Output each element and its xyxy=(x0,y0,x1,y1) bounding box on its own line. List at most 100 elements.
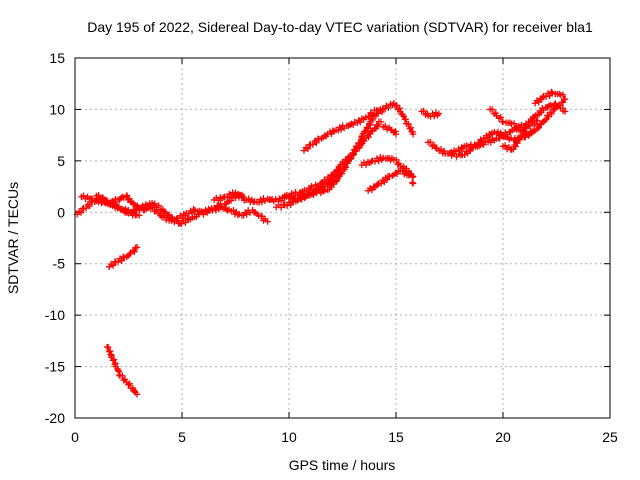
data-point xyxy=(420,107,427,115)
data-point xyxy=(402,115,409,123)
data-point xyxy=(304,145,312,152)
series-arc-m xyxy=(448,128,537,160)
data-point xyxy=(377,118,385,125)
data-point xyxy=(513,123,521,130)
data-point xyxy=(385,104,392,111)
data-point xyxy=(512,143,519,150)
y-tick-label: 5 xyxy=(57,153,65,169)
data-point xyxy=(405,172,413,179)
series-arc-k xyxy=(418,107,442,120)
series-arc-j xyxy=(379,122,400,138)
data-point xyxy=(95,191,102,199)
data-point xyxy=(487,139,494,146)
data-point xyxy=(542,93,550,100)
data-point xyxy=(335,127,342,134)
data-point xyxy=(393,102,400,109)
data-point xyxy=(140,204,148,212)
data-point xyxy=(523,121,531,129)
data-point xyxy=(239,193,247,200)
y-tick-label: -5 xyxy=(53,256,66,272)
data-point xyxy=(382,122,389,130)
data-point xyxy=(409,173,416,181)
data-point xyxy=(182,219,189,226)
data-point xyxy=(240,212,247,219)
x-tick-label: 15 xyxy=(388,429,404,445)
data-point xyxy=(549,89,556,97)
series-arc-i xyxy=(364,167,413,194)
data-point xyxy=(283,191,291,199)
data-point xyxy=(258,198,266,206)
data-point xyxy=(522,125,529,132)
data-point xyxy=(77,209,85,216)
data-point xyxy=(535,98,542,106)
series-arc-d xyxy=(210,118,385,206)
series-arc-p xyxy=(499,100,569,153)
data-point xyxy=(191,207,199,214)
data-point xyxy=(407,124,415,131)
data-point xyxy=(375,157,382,165)
x-tick-label: 5 xyxy=(178,429,186,445)
data-point xyxy=(357,137,365,144)
data-point xyxy=(365,113,373,120)
data-point xyxy=(437,145,445,153)
data-point xyxy=(363,124,370,131)
data-point xyxy=(127,208,135,216)
data-point xyxy=(326,179,333,187)
data-point xyxy=(136,212,143,219)
data-point xyxy=(165,211,173,218)
data-point xyxy=(456,147,464,155)
data-point xyxy=(561,95,569,103)
data-point xyxy=(224,194,231,201)
data-point xyxy=(125,195,133,202)
data-point xyxy=(354,144,361,151)
data-point xyxy=(548,88,555,96)
data-point xyxy=(544,112,551,119)
data-point xyxy=(432,144,440,152)
data-point xyxy=(409,180,417,187)
data-point xyxy=(561,108,569,115)
data-point xyxy=(264,218,271,225)
data-point xyxy=(357,118,364,126)
data-point xyxy=(200,211,207,218)
data-point xyxy=(169,214,176,222)
data-point xyxy=(435,110,442,117)
data-point xyxy=(501,142,509,149)
data-point xyxy=(277,197,285,204)
data-point xyxy=(514,140,521,147)
data-point xyxy=(535,124,543,131)
data-point xyxy=(371,125,378,133)
data-point xyxy=(151,200,158,207)
data-point xyxy=(102,196,110,204)
data-point xyxy=(283,202,291,209)
data-point xyxy=(374,122,382,130)
data-point xyxy=(545,113,552,121)
y-tick-label: -10 xyxy=(45,307,65,323)
data-point xyxy=(114,258,122,266)
data-point xyxy=(431,112,438,120)
data-point xyxy=(131,248,138,255)
data-point xyxy=(258,212,266,220)
data-point xyxy=(104,344,112,351)
data-point xyxy=(212,206,220,214)
data-point xyxy=(528,128,535,136)
data-point xyxy=(348,155,355,162)
y-tick-label: -20 xyxy=(45,410,65,426)
data-point xyxy=(82,204,90,212)
data-point xyxy=(368,127,375,135)
data-point xyxy=(467,147,474,155)
data-point xyxy=(109,262,117,269)
series-arc-r xyxy=(103,343,141,398)
data-point xyxy=(155,202,162,209)
data-point xyxy=(373,121,381,129)
x-tick-label: 0 xyxy=(71,429,79,445)
data-point xyxy=(346,156,354,163)
y-axis-ticks: -20 -15 -10 -5 0 5 10 15 xyxy=(45,50,610,426)
data-point xyxy=(392,130,400,138)
y-tick-label: 15 xyxy=(49,50,65,66)
data-point xyxy=(337,126,345,133)
series-arc-q xyxy=(106,244,141,270)
data-point xyxy=(312,189,319,196)
data-point xyxy=(318,184,326,191)
plot-frame xyxy=(74,57,611,419)
